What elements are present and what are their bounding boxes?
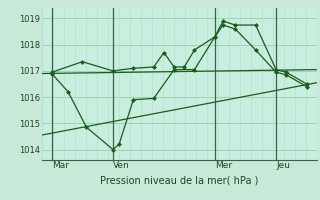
X-axis label: Pression niveau de la mer( hPa ): Pression niveau de la mer( hPa ) (100, 176, 258, 186)
